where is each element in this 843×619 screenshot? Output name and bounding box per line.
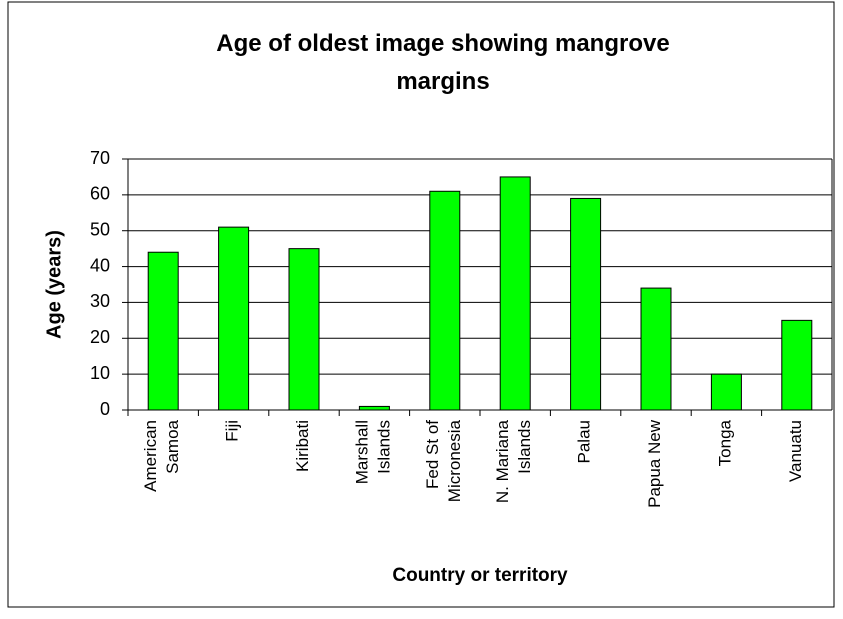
y-tick-label: 40 <box>90 255 110 275</box>
bar <box>147 251 179 411</box>
x-tick-label: Fed St of Micronesia <box>423 419 464 502</box>
y-axis-label: Age (years) <box>43 230 65 339</box>
chart-title: Age of oldest image showing mangrove marg… <box>216 30 669 95</box>
x-tick-label: Marshall Islands <box>353 420 394 484</box>
y-tick-label: 50 <box>90 219 110 239</box>
y-tick-label: 60 <box>90 184 110 204</box>
x-tick-label: N. Mariana Islands <box>494 419 535 503</box>
chart-border <box>7 1 835 608</box>
x-tick-label: Papua New <box>645 419 664 508</box>
x-tick-label: Tonga <box>716 419 735 466</box>
bar <box>710 373 742 411</box>
bar <box>570 197 602 411</box>
bar <box>640 287 672 411</box>
bar <box>358 405 390 411</box>
bar <box>499 176 531 411</box>
x-tick-label: Fiji <box>223 420 242 442</box>
bar <box>288 248 320 411</box>
y-tick-label: 0 <box>100 399 110 419</box>
y-tick-label: 20 <box>90 327 110 347</box>
y-tick-label: 70 <box>90 148 110 168</box>
x-tick-label: American Samoa <box>142 419 183 491</box>
bar <box>218 226 250 411</box>
y-tick-label: 30 <box>90 291 110 311</box>
bar <box>781 319 813 411</box>
x-tick-label: Kiribati <box>293 420 312 472</box>
y-tick-label: 10 <box>90 363 110 383</box>
bar <box>429 190 461 411</box>
x-axis-label: Country or territory <box>392 565 568 586</box>
x-tick-label: Palau <box>575 420 594 463</box>
x-tick-label: Vanuatu <box>786 420 805 482</box>
